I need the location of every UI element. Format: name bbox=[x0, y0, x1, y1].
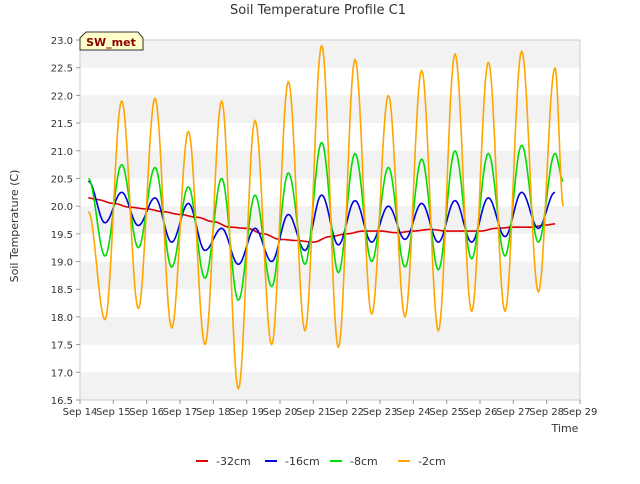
grid-band bbox=[80, 316, 580, 345]
x-tick-label: Sep 14 bbox=[63, 407, 98, 418]
legend-label: -16cm bbox=[285, 455, 320, 468]
x-tick-label: Sep 21 bbox=[296, 407, 331, 418]
y-tick-label: 22.0 bbox=[51, 91, 73, 102]
grid-band bbox=[80, 40, 580, 68]
x-tick-label: Sep 15 bbox=[96, 407, 131, 418]
y-tick-label: 20.5 bbox=[51, 174, 73, 185]
y-tick-label: 17.5 bbox=[51, 341, 73, 352]
y-axis-label: Soil Temperature (C) bbox=[8, 170, 21, 283]
grid-band bbox=[80, 261, 580, 290]
x-tick-label: Sep 20 bbox=[263, 407, 298, 418]
y-tick-label: 23.0 bbox=[51, 36, 73, 47]
x-tick-label: Sep 29 bbox=[563, 407, 598, 418]
plot-frame bbox=[79, 39, 581, 401]
legend-label: -8cm bbox=[350, 455, 378, 468]
site-badge-box bbox=[79, 31, 144, 51]
y-tick-label: 21.5 bbox=[51, 119, 73, 130]
series-lines bbox=[87, 44, 565, 390]
x-tick-label: Sep 18 bbox=[196, 407, 231, 418]
legend-label: -32cm bbox=[216, 455, 251, 468]
x-tick-label: Sep 24 bbox=[396, 407, 431, 418]
y-tick-label: 16.5 bbox=[51, 396, 73, 407]
x-tick-label: Sep 26 bbox=[463, 407, 498, 418]
y-tick-label: 17.0 bbox=[51, 368, 73, 379]
x-tick-label: Sep 23 bbox=[363, 407, 398, 418]
x-tick-label: Sep 27 bbox=[496, 407, 531, 418]
y-axis-ticks: 16.5 17.0 17.5 18.0 18.5 19.0 19.5 20.0 20.5 21.0… bbox=[51, 36, 80, 407]
y-tick-label: 22.5 bbox=[51, 64, 73, 75]
x-tick-label: Sep 19 bbox=[229, 407, 264, 418]
grid-band bbox=[80, 95, 580, 124]
site-badge-label: SW_met bbox=[86, 36, 136, 49]
grid-band bbox=[80, 372, 580, 400]
x-tick-label: Sep 22 bbox=[329, 407, 364, 418]
y-tick-label: 19.0 bbox=[51, 258, 73, 269]
site-badge: SW_met bbox=[79, 31, 144, 51]
chart-title: Soil Temperature Profile C1 bbox=[230, 3, 406, 18]
y-tick-label: 18.5 bbox=[51, 285, 73, 296]
x-tick-label: Sep 16 bbox=[129, 407, 164, 418]
y-tick-label: 20.0 bbox=[51, 202, 73, 213]
y-tick-label: 21.0 bbox=[51, 147, 73, 158]
x-tick-label: Sep 28 bbox=[529, 407, 564, 418]
y-tick-label: 19.5 bbox=[51, 230, 73, 241]
legend: -32cm -16cm -8cm -2cm bbox=[196, 455, 446, 468]
x-tick-label: Sep 17 bbox=[163, 407, 198, 418]
x-axis-label: Time bbox=[551, 422, 579, 435]
x-tick-label: Sep 25 bbox=[429, 407, 464, 418]
legend-label: -2cm bbox=[418, 455, 446, 468]
y-tick-label: 18.0 bbox=[51, 313, 73, 324]
series-line-minus-2cm bbox=[87, 44, 565, 390]
